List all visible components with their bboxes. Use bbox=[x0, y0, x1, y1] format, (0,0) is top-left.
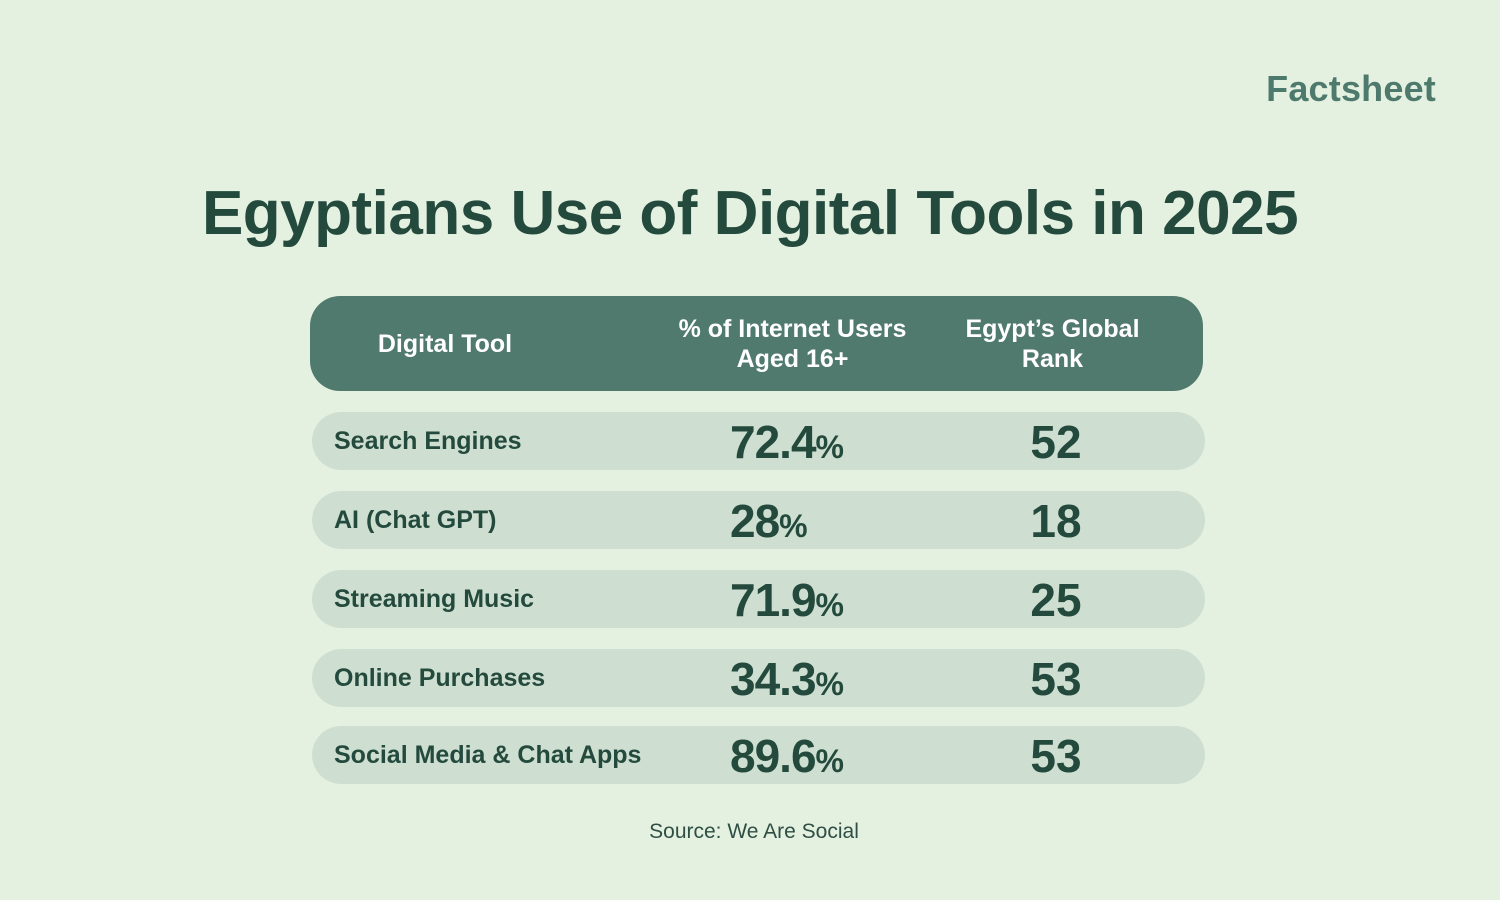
row-percent-value: 34.3 bbox=[730, 653, 817, 705]
source-note: Source: We Are Social bbox=[649, 820, 859, 843]
header-global-rank-line2: Rank bbox=[1021, 344, 1084, 373]
row-percent-unit: % bbox=[815, 587, 844, 623]
row-percent-value: 72.4 bbox=[730, 416, 817, 468]
row-percent: 28% bbox=[730, 491, 808, 549]
row-percent-value: 71.9 bbox=[730, 574, 817, 626]
table-row: Streaming Music 71.9% 25 bbox=[312, 570, 1205, 628]
row-tool-name: Streaming Music bbox=[334, 585, 535, 613]
header-global-rank-line1: Egypt’s Global bbox=[965, 314, 1140, 343]
header-percent-users: % of Internet Users Aged 16+ bbox=[660, 296, 925, 391]
table-header: Digital Tool % of Internet Users Aged 16… bbox=[310, 296, 1203, 391]
row-rank: 25 bbox=[1030, 574, 1082, 626]
table-row: Online Purchases 34.3% 53 bbox=[312, 649, 1205, 707]
page-title: Egyptians Use of Digital Tools in 2025 bbox=[201, 179, 1299, 248]
row-tool-name: AI (Chat GPT) bbox=[334, 506, 497, 534]
row-percent-unit: % bbox=[779, 508, 808, 544]
row-percent: 72.4% bbox=[730, 412, 844, 470]
row-percent-value: 28 bbox=[730, 495, 780, 547]
header-global-rank: Egypt’s Global Rank bbox=[950, 296, 1155, 391]
row-tool-name: Search Engines bbox=[334, 427, 522, 455]
brand-label: Factsheet bbox=[1266, 68, 1436, 109]
table-row: Social Media & Chat Apps 89.6% 53 bbox=[312, 726, 1205, 784]
row-percent-value: 89.6 bbox=[730, 730, 817, 782]
row-percent: 71.9% bbox=[730, 570, 844, 628]
header-digital-tool: Digital Tool bbox=[310, 296, 580, 391]
header-percent-users-line2: Aged 16+ bbox=[736, 344, 849, 373]
row-rank: 53 bbox=[1030, 730, 1082, 782]
row-rank: 18 bbox=[1030, 495, 1082, 547]
row-rank: 53 bbox=[1030, 653, 1082, 705]
row-rank: 52 bbox=[1030, 416, 1082, 468]
row-tool-name: Social Media & Chat Apps bbox=[334, 741, 642, 769]
table-row: AI (Chat GPT) 28% 18 bbox=[312, 491, 1205, 549]
table-row: Search Engines 72.4% 52 bbox=[312, 412, 1205, 470]
row-percent-unit: % bbox=[815, 429, 844, 465]
row-percent: 89.6% bbox=[730, 726, 844, 784]
row-tool-name: Online Purchases bbox=[334, 664, 546, 692]
header-digital-tool-label: Digital Tool bbox=[377, 329, 513, 358]
header-percent-users-line1: % of Internet Users bbox=[678, 314, 907, 343]
row-percent-unit: % bbox=[815, 743, 844, 779]
row-percent: 34.3% bbox=[730, 649, 844, 707]
row-percent-unit: % bbox=[815, 666, 844, 702]
